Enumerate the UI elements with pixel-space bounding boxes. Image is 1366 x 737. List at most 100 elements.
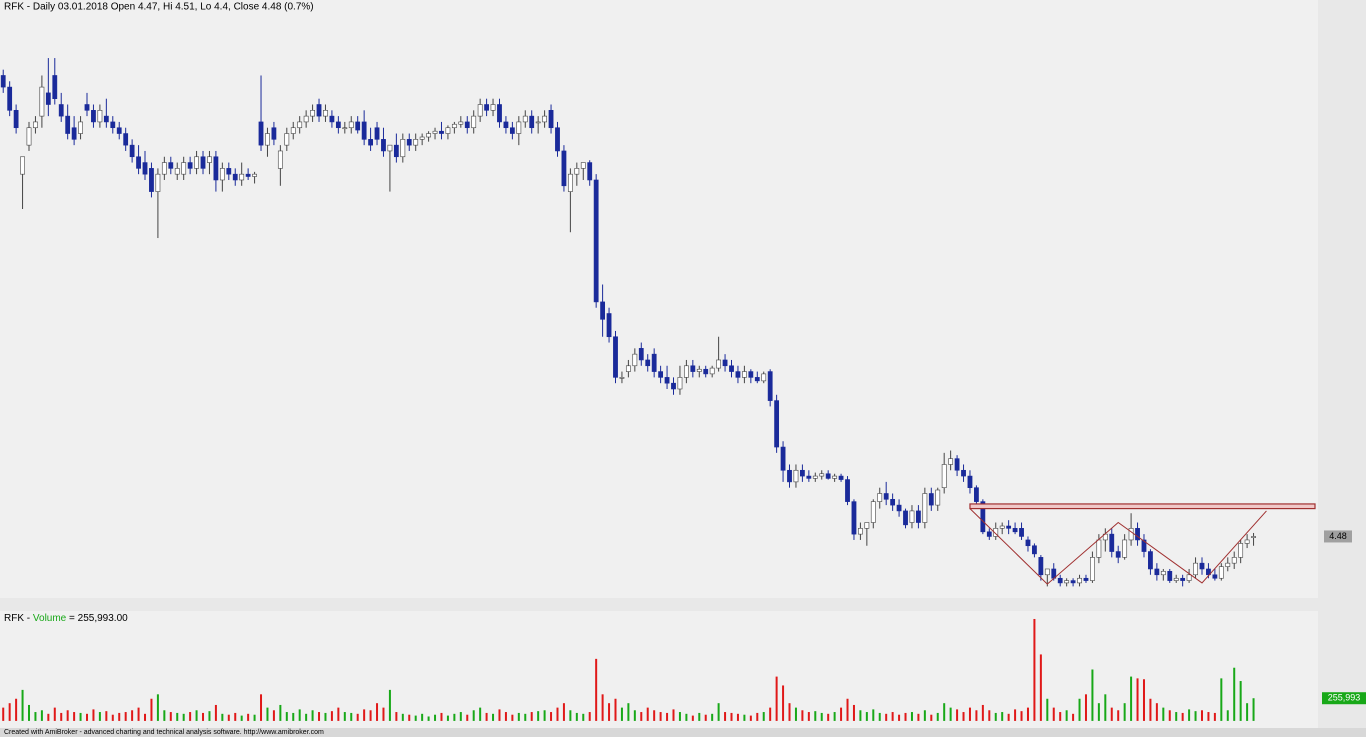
- candle-body: [207, 156, 212, 163]
- candle-body: [774, 400, 780, 448]
- volume-bar: [666, 712, 669, 721]
- volume-bar: [337, 707, 340, 721]
- candle-body: [323, 110, 328, 117]
- candle-body: [91, 110, 96, 123]
- candle-body: [20, 156, 25, 175]
- candle-body: [26, 127, 32, 146]
- candle-body: [252, 173, 257, 177]
- volume-bar: [988, 710, 991, 721]
- volume-bar: [401, 713, 404, 721]
- volume-bar: [382, 707, 385, 721]
- volume-bar: [859, 710, 862, 721]
- candle-body: [342, 127, 348, 130]
- candle-body: [310, 110, 315, 117]
- candle-body: [1115, 551, 1121, 558]
- candle-body: [97, 110, 103, 123]
- volume-bar: [1123, 703, 1126, 721]
- volume-bar: [949, 707, 952, 721]
- candle-body: [555, 127, 560, 152]
- volume-bar: [260, 694, 263, 721]
- volume-bar: [105, 711, 108, 721]
- candle-body: [870, 501, 876, 523]
- candle-body: [548, 110, 554, 129]
- volume-bar: [472, 710, 475, 721]
- candle-body: [194, 156, 199, 169]
- candle-body: [1032, 545, 1037, 555]
- candle-body: [1225, 562, 1231, 567]
- volume-bar: [92, 709, 95, 721]
- candle-body: [0, 75, 6, 88]
- candle-body: [535, 121, 541, 124]
- volume-bar: [807, 712, 810, 721]
- volume-bar: [388, 689, 391, 721]
- volume-bar: [156, 694, 159, 721]
- candle-body: [767, 371, 773, 401]
- candle-body: [1109, 533, 1115, 552]
- candle-body: [110, 121, 116, 129]
- volume-bar: [272, 710, 275, 721]
- candle-body: [677, 377, 683, 390]
- candle-body: [136, 156, 141, 169]
- candle-body: [484, 104, 489, 111]
- candle-body: [864, 522, 870, 529]
- volume-label: 255,993: [1328, 693, 1361, 703]
- volume-bar: [1059, 712, 1062, 721]
- volume-bar: [227, 714, 230, 721]
- volume-bar: [1200, 710, 1203, 721]
- candle-body: [909, 510, 915, 523]
- volume-bar: [176, 712, 179, 721]
- volume-bar: [1084, 694, 1087, 721]
- volume-bar: [28, 704, 31, 721]
- candle-body: [277, 150, 283, 169]
- volume-bar: [556, 707, 559, 721]
- volume-bar: [743, 714, 746, 721]
- candle-body: [722, 359, 728, 367]
- candle-body: [761, 373, 767, 382]
- candle-body: [52, 75, 58, 99]
- candle-body: [606, 313, 612, 338]
- candle-body: [890, 499, 896, 506]
- volume-bar: [659, 712, 662, 721]
- volume-bar: [775, 676, 778, 721]
- volume-bar: [904, 712, 907, 721]
- volume-bar: [414, 715, 417, 721]
- candle-body: [928, 493, 934, 506]
- volume-bar: [1188, 709, 1191, 721]
- candle-body: [638, 348, 644, 361]
- chart-title: RFK - Daily 03.01.2018 Open 4.47, Hi 4.5…: [4, 2, 314, 13]
- volume-bar: [247, 713, 250, 721]
- candle-body: [65, 115, 71, 134]
- volume-bar: [1033, 618, 1036, 721]
- volume-bar: [614, 698, 617, 721]
- volume-bar: [73, 712, 76, 721]
- candle-body: [33, 121, 38, 129]
- volume-bar: [898, 714, 901, 721]
- volume-bar: [633, 710, 636, 721]
- volume-bar: [440, 712, 443, 721]
- candle-body: [419, 136, 425, 140]
- volume-bar: [820, 712, 823, 721]
- candle-body: [683, 365, 689, 378]
- candle-body: [696, 368, 702, 372]
- candle-body: [13, 110, 19, 129]
- candle-body: [793, 469, 799, 483]
- candle-body: [935, 489, 941, 506]
- volume-bar: [47, 713, 50, 721]
- volume-bar: [434, 714, 437, 721]
- candle-body: [1148, 551, 1153, 570]
- candle-body: [542, 115, 548, 123]
- candle-body: [1199, 562, 1205, 570]
- volume-bar: [562, 703, 565, 721]
- volume-bar: [878, 712, 881, 721]
- footer: Created with AmiBroker - advanced charti…: [4, 729, 324, 736]
- volume-bar: [749, 715, 752, 721]
- candle-body: [71, 127, 77, 140]
- volume-bar: [459, 712, 462, 721]
- volume-bar: [498, 709, 501, 721]
- volume-bar: [2, 707, 5, 721]
- volume-bar: [1246, 703, 1249, 721]
- candle-body: [181, 162, 187, 175]
- candle-body: [664, 377, 670, 384]
- volume-bar: [202, 712, 205, 721]
